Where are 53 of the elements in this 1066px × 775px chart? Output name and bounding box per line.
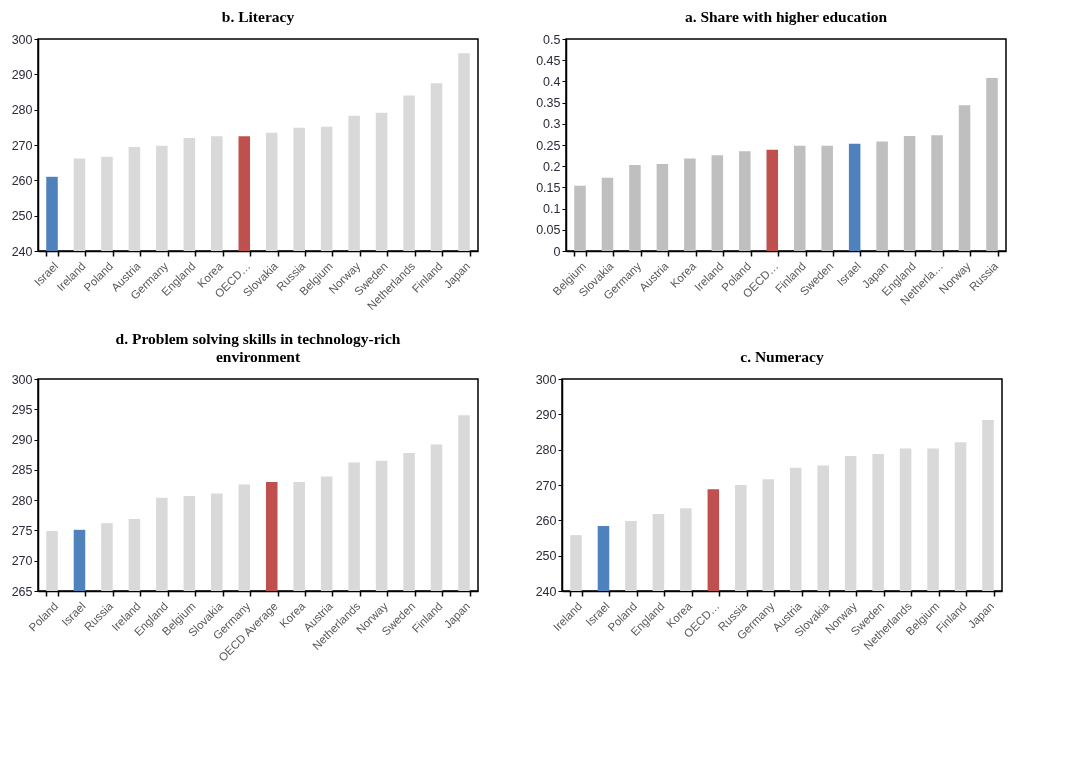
y-tick-label: 280 [535, 443, 557, 458]
y-tick-label: 300 [11, 32, 33, 47]
bar [656, 164, 669, 251]
y-tick-label: 295 [11, 402, 33, 417]
y-tick-label: 0 [553, 244, 561, 259]
y-tick-label: 270 [535, 478, 557, 493]
chart-title: b. Literacy [221, 7, 295, 25]
bar [739, 151, 751, 251]
chart-title: c. Numeracy [740, 347, 824, 365]
y-tick-label: 0.2 [543, 159, 561, 174]
y-tick-label: 270 [11, 138, 33, 153]
y-tick-label: 275 [11, 523, 33, 538]
y-tick-label: 280 [11, 493, 33, 508]
bar [903, 136, 916, 251]
bar [958, 105, 971, 251]
y-tick-label: 260 [535, 513, 557, 528]
y-tick-label: 260 [11, 173, 33, 188]
bar [684, 158, 696, 251]
y-tick-label: 0.05 [536, 223, 561, 238]
y-tick-label: 0.25 [536, 138, 561, 153]
chart-title: d. Problem solving skills in technology-rich environment [115, 330, 401, 365]
bar [766, 149, 779, 251]
bar [629, 164, 641, 251]
y-tick-label: 300 [11, 372, 33, 387]
chart-title: a. Share with higher education [684, 7, 888, 25]
y-tick-label: 250 [535, 549, 557, 564]
y-tick-label: 0.35 [536, 96, 561, 111]
bar [793, 145, 806, 251]
bar [848, 143, 861, 251]
y-tick-label: 285 [11, 463, 33, 478]
y-tick-label: 250 [11, 209, 33, 224]
bar [711, 155, 724, 251]
bar [876, 141, 888, 251]
y-tick-label: 0.1 [543, 202, 561, 217]
y-tick-label: 290 [535, 407, 557, 422]
y-tick-label: 240 [535, 584, 557, 599]
y-tick-label: 0.15 [536, 180, 561, 195]
y-tick-label: 0.5 [543, 32, 561, 47]
y-tick-label: 300 [535, 372, 557, 387]
y-tick-label: 0.4 [543, 74, 561, 89]
y-tick-label: 270 [11, 554, 33, 569]
y-tick-label: 290 [11, 67, 33, 82]
bar [986, 78, 998, 251]
y-tick-label: 290 [11, 433, 33, 448]
y-tick-label: 280 [11, 103, 33, 118]
y-tick-label: 0.3 [543, 117, 561, 132]
bar [574, 185, 586, 251]
y-tick-label: 265 [11, 584, 33, 599]
bar [601, 177, 614, 251]
bar [931, 135, 943, 251]
y-tick-label: 0.45 [536, 53, 561, 68]
y-tick-label: 240 [11, 244, 33, 259]
bar [821, 145, 833, 251]
